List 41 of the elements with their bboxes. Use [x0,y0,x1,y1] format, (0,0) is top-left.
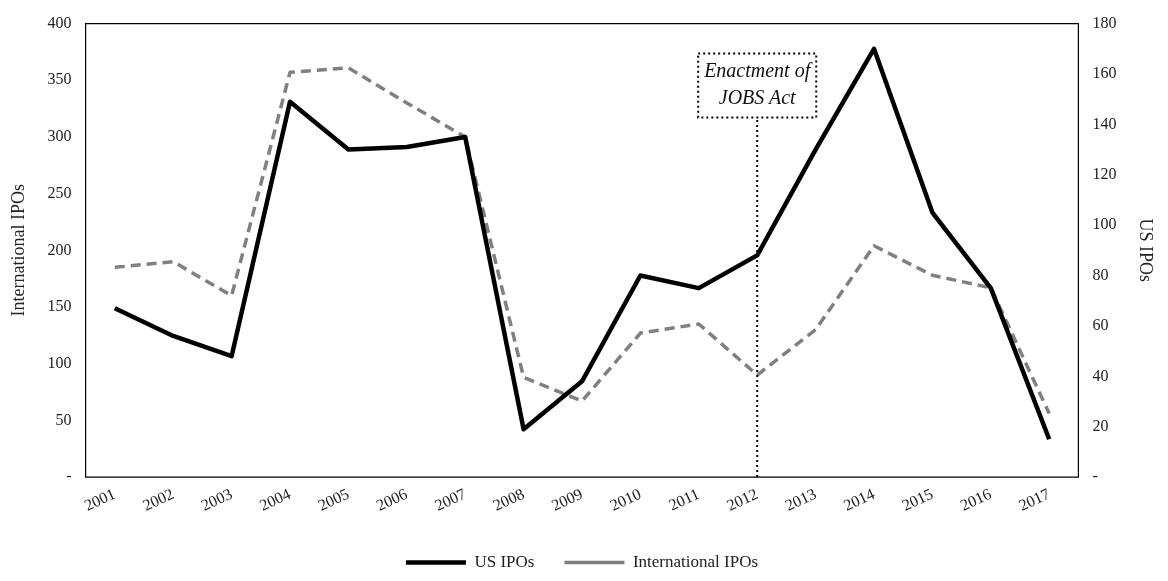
y-tick-label: 50 [55,410,72,428]
x-tick-label: 2013 [782,484,819,514]
y-tick-label: 250 [47,183,72,201]
y-tick-label: 300 [47,127,72,145]
x-tick-label: 2001 [81,484,118,514]
x-tick-label: 2006 [373,484,410,514]
x-tick-label: 2009 [548,484,586,514]
x-tick-label: 2012 [724,484,761,514]
x-tick-label: 2010 [607,484,644,514]
y-tick-label: 400 [47,13,72,31]
x-tick-label: 2014 [840,484,878,514]
y2-tick-label: 140 [1092,114,1117,132]
x-tick-label: 2015 [899,484,936,514]
y2-tick-label: 20 [1092,416,1109,434]
y2-tick-label: 80 [1092,265,1109,283]
x-tick-label: 2016 [957,484,994,514]
x-tick-label: 2008 [490,484,527,514]
x-tick-label: 2007 [432,484,469,514]
y-axis-title: International IPOs [7,184,28,317]
y-tick-label: 200 [47,240,72,258]
x-tick-label: 2017 [1016,484,1053,514]
legend-label: US IPOs [474,551,535,571]
y2-tick-label: 100 [1092,215,1117,233]
y2-tick-label: - [1092,467,1098,485]
y2-tick-label: 180 [1092,13,1117,31]
x-tick-label: 2011 [666,484,702,514]
y2-axis-title: US IPOs [1136,218,1157,283]
y-tick-label: 350 [47,70,72,88]
y2-tick-label: 40 [1092,366,1109,384]
x-tick-label: 2002 [140,484,177,514]
x-tick-label: 2003 [198,484,235,514]
y-tick-label: 100 [47,353,72,371]
y2-tick-label: 160 [1092,64,1117,82]
x-tick-label: 2004 [256,484,294,514]
y-tick-label: - [66,467,72,485]
legend-label: International IPOs [632,551,759,571]
ref-line-label: Enactment of JOBS Act [703,59,813,109]
y-tick-label: 150 [47,297,72,315]
y2-tick-label: 60 [1092,316,1109,334]
y2-tick-label: 120 [1092,164,1117,182]
x-tick-label: 2005 [315,484,352,514]
